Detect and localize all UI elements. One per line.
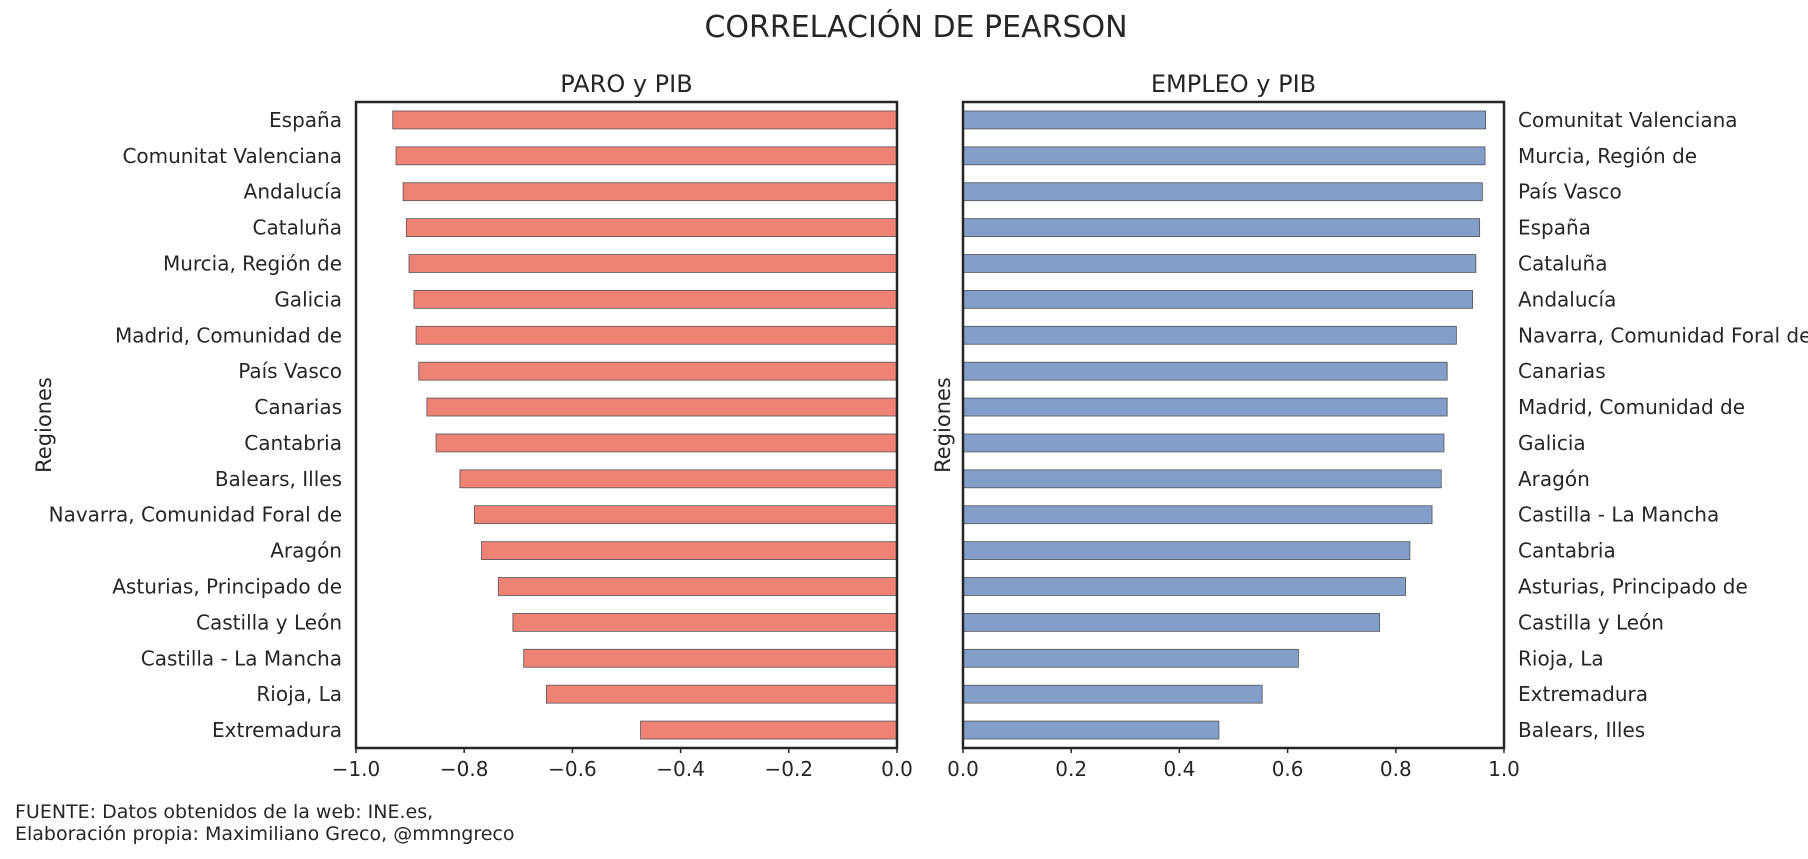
category-label-paro-0: España: [269, 108, 342, 132]
bar-paro-15: [523, 648, 898, 668]
bar-paro-7: [418, 361, 898, 381]
y-axis-label-empleo: Regiones: [931, 377, 955, 473]
bar-empleo-2: [962, 182, 1483, 202]
x-tick-label-paro-5: 0.0: [881, 757, 913, 781]
bar-empleo-1: [962, 146, 1486, 166]
category-label-empleo-14: Castilla y León: [1518, 610, 1664, 634]
category-label-paro-6: Madrid, Comunidad de: [115, 323, 342, 347]
bar-paro-14: [512, 613, 898, 632]
y-axis-label-paro: Regiones: [32, 377, 56, 473]
category-label-empleo-1: Murcia, Región de: [1518, 144, 1697, 168]
bar-paro-17: [640, 720, 898, 740]
category-label-paro-3: Cataluña: [253, 216, 342, 240]
bar-empleo-7: [962, 361, 1448, 381]
x-tick-label-empleo-3: 0.6: [1272, 757, 1304, 781]
figure-title: CORRELACIÓN DE PEARSON: [704, 8, 1127, 45]
category-label-empleo-3: España: [1518, 216, 1591, 240]
bar-empleo-3: [962, 218, 1481, 237]
paro-pib-panel: PARO y PIB España Comunitat Valenciana Anda…: [32, 70, 913, 781]
panel-title-paro: PARO y PIB: [560, 70, 692, 98]
bar-empleo-10: [962, 469, 1442, 489]
category-label-empleo-6: Navarra, Comunidad Foral de: [1518, 323, 1808, 347]
bar-empleo-6: [962, 325, 1457, 345]
bar-empleo-17: [962, 720, 1220, 740]
category-label-empleo-9: Galicia: [1518, 431, 1586, 455]
category-label-paro-17: Extremadura: [212, 718, 342, 742]
bar-paro-4: [408, 254, 898, 273]
bar-empleo-11: [962, 505, 1433, 525]
panel-title-empleo: EMPLEO y PIB: [1151, 70, 1316, 98]
empleo-pib-panel: EMPLEO y PIB Comunitat Valenciana Murcia, …: [931, 70, 1808, 781]
bar-paro-16: [546, 684, 898, 704]
x-tick-label-empleo-5: 1.0: [1488, 757, 1520, 781]
category-label-empleo-7: Canarias: [1518, 359, 1606, 383]
category-label-empleo-15: Rioja, La: [1518, 646, 1604, 670]
category-label-paro-14: Castilla y León: [196, 610, 342, 634]
bar-paro-3: [405, 218, 898, 237]
bar-paro-6: [415, 325, 898, 345]
category-label-paro-5: Galicia: [274, 287, 342, 311]
plot-frame-empleo: [961, 100, 1506, 750]
x-tick-label-empleo-2: 0.4: [1163, 757, 1195, 781]
category-label-empleo-17: Balears, Illes: [1518, 718, 1645, 742]
x-tick-label-paro-3: −0.4: [656, 757, 705, 781]
category-label-empleo-8: Madrid, Comunidad de: [1518, 395, 1745, 419]
category-label-paro-1: Comunitat Valenciana: [122, 144, 342, 168]
category-label-empleo-10: Aragón: [1518, 467, 1590, 491]
category-label-empleo-4: Cataluña: [1518, 252, 1607, 276]
x-tick-label-empleo-4: 0.8: [1380, 757, 1412, 781]
x-tick-label-paro-4: −0.2: [765, 757, 814, 781]
category-label-paro-11: Navarra, Comunidad Foral de: [49, 503, 342, 527]
bar-empleo-0: [962, 110, 1487, 130]
category-label-paro-2: Andalucía: [244, 180, 342, 204]
x-tick-label-paro-2: −0.6: [548, 757, 597, 781]
bar-paro-1: [395, 146, 898, 166]
bar-paro-12: [481, 541, 898, 560]
bar-paro-5: [413, 290, 898, 309]
bar-empleo-15: [962, 648, 1299, 668]
category-label-paro-15: Castilla - La Mancha: [141, 646, 342, 670]
category-label-empleo-13: Asturias, Principado de: [1518, 575, 1748, 599]
bar-paro-11: [474, 505, 898, 525]
category-label-paro-4: Murcia, Región de: [163, 252, 342, 276]
x-tick-label-paro-1: −0.8: [440, 757, 489, 781]
bar-empleo-12: [962, 541, 1411, 560]
bar-paro-13: [497, 577, 898, 596]
bar-empleo-8: [962, 397, 1448, 417]
category-label-empleo-0: Comunitat Valenciana: [1518, 108, 1738, 132]
category-label-paro-7: País Vasco: [238, 359, 342, 383]
category-label-paro-13: Asturias, Principado de: [112, 575, 342, 599]
footer-source: FUENTE: Datos obtenidos de la web: INE.e…: [15, 801, 433, 823]
category-label-paro-12: Aragón: [270, 539, 342, 563]
bar-empleo-9: [962, 433, 1445, 453]
x-tick-label-paro-0: −1.0: [332, 757, 381, 781]
category-label-empleo-12: Cantabria: [1518, 539, 1616, 563]
x-tick-label-empleo-1: 0.2: [1055, 757, 1087, 781]
bar-paro-9: [435, 433, 898, 453]
bar-empleo-13: [962, 577, 1406, 596]
category-label-paro-10: Balears, Illes: [215, 467, 342, 491]
category-label-paro-16: Rioja, La: [256, 682, 342, 706]
category-label-empleo-16: Extremadura: [1518, 682, 1648, 706]
category-label-empleo-5: Andalucía: [1518, 287, 1616, 311]
category-label-empleo-2: País Vasco: [1518, 180, 1622, 204]
bar-empleo-16: [962, 684, 1263, 704]
category-label-paro-8: Canarias: [254, 395, 342, 419]
plot-frame-paro: [354, 100, 899, 750]
bar-paro-0: [392, 110, 898, 130]
bar-paro-8: [426, 397, 898, 417]
footer-credit: Elaboración propia: Maximiliano Greco, @…: [15, 823, 514, 845]
category-label-empleo-11: Castilla - La Mancha: [1518, 503, 1719, 527]
bar-empleo-14: [962, 613, 1380, 632]
bar-paro-2: [402, 182, 898, 202]
x-tick-label-empleo-0: 0.0: [947, 757, 979, 781]
category-label-paro-9: Cantabria: [244, 431, 342, 455]
bar-paro-10: [459, 469, 898, 489]
bar-empleo-4: [962, 254, 1477, 273]
bar-empleo-5: [962, 290, 1474, 309]
